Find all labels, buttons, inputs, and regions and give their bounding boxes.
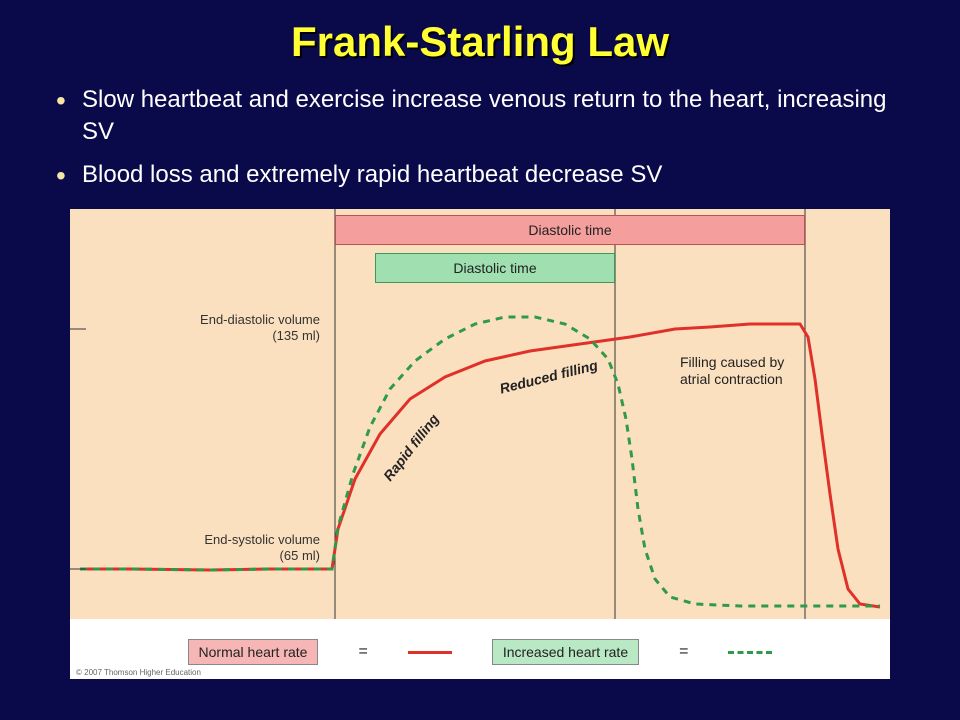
ylabel-esv: End-systolic volume (65 ml) xyxy=(90,532,320,563)
ylabel-value: (65 ml) xyxy=(280,548,320,563)
ylabel-text: End-diastolic volume xyxy=(200,312,320,327)
legend-label: Normal heart rate xyxy=(199,644,308,660)
curve-label: Filling caused by atrial contraction xyxy=(680,354,790,388)
legend-normal: Normal heart rate xyxy=(188,639,319,665)
chart-container: Diastolic time Diastolic time End-diasto… xyxy=(70,209,890,679)
bullet-item: Blood loss and extremely rapid heartbeat… xyxy=(52,159,920,191)
bullet-list: Slow heartbeat and exercise increase ven… xyxy=(40,84,920,191)
chart-plot-area: Diastolic time Diastolic time End-diasto… xyxy=(70,209,890,619)
ylabel-text: End-systolic volume xyxy=(204,532,320,547)
legend-increased: Increased heart rate xyxy=(492,639,639,665)
diastolic-label: Diastolic time xyxy=(528,222,611,238)
equals-icon: = xyxy=(679,643,688,661)
slide-title: Frank-Starling Law xyxy=(40,18,920,66)
equals-icon: = xyxy=(358,643,367,661)
diastolic-band-wide: Diastolic time xyxy=(335,215,805,245)
diastolic-band-narrow: Diastolic time xyxy=(375,253,615,283)
diastolic-label: Diastolic time xyxy=(453,260,536,276)
ylabel-value: (135 ml) xyxy=(272,328,320,343)
ylabel-edv: End-diastolic volume (135 ml) xyxy=(90,312,320,343)
legend-line-normal xyxy=(408,651,452,654)
copyright-text: © 2007 Thomson Higher Education xyxy=(76,668,201,677)
legend-label: Increased heart rate xyxy=(503,644,628,660)
bullet-item: Slow heartbeat and exercise increase ven… xyxy=(52,84,920,149)
legend-line-increased xyxy=(728,651,772,654)
